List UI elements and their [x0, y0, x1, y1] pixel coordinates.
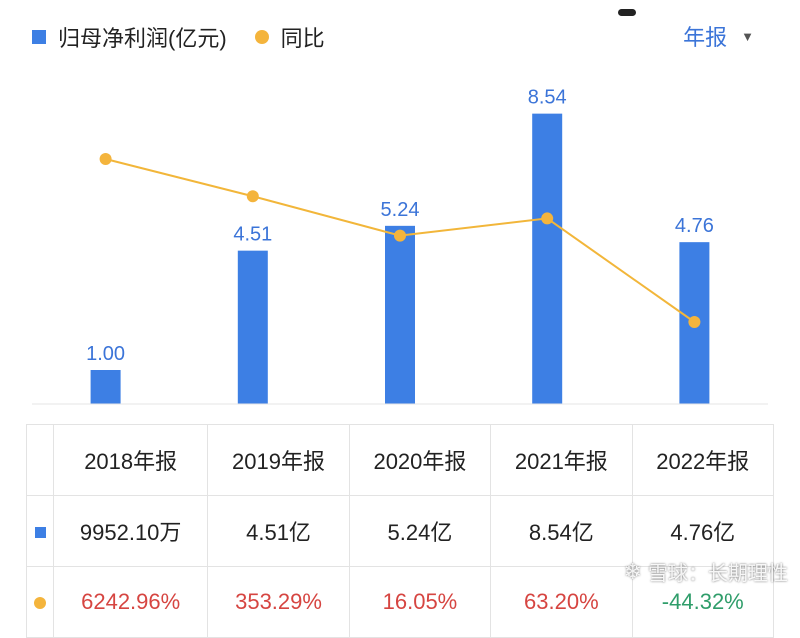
chart-header: 归母净利润(亿元) 同比 年报 ▼: [0, 0, 800, 70]
table-cell: 353.29%: [207, 566, 350, 638]
table-header-row: 2018年报 2019年报 2020年报 2021年报 2022年报: [26, 424, 775, 496]
snowball-icon: ❄: [623, 558, 642, 584]
status-notch: [618, 9, 636, 16]
bar-legend-swatch: [32, 30, 46, 44]
yoy-point-2019年报: [246, 190, 259, 203]
bar-value-label: 5.24: [381, 199, 420, 221]
table-cell: 5.24亿: [348, 495, 492, 567]
table-cell: 16.05%: [348, 566, 492, 638]
table-header-cell: 2020年报: [348, 424, 492, 496]
bar-2021年报: [532, 113, 563, 404]
chevron-down-icon: ▼: [741, 28, 754, 44]
bar-2018年报: [90, 370, 121, 404]
table-header-cell: 2019年报: [207, 424, 350, 496]
yoy-point-2020年报: [394, 229, 406, 242]
table-cell: 4.76亿: [631, 495, 775, 567]
chart-plot: 1.00 4.51 5.24 8.54 4.76: [32, 87, 768, 405]
line-legend-swatch: [254, 30, 269, 44]
watermark: ❄ 雪球：长期理性: [624, 557, 788, 586]
table-cell: 63.20%: [490, 566, 633, 638]
yoy-point-2022年报: [688, 316, 701, 328]
bar-2019年报: [237, 250, 268, 404]
bar-value-label: 1.00: [86, 343, 125, 365]
period-selector-label: 年报: [683, 25, 728, 50]
yoy-point-2021年报: [541, 212, 554, 225]
yoy-point-2018年报: [99, 153, 112, 165]
bar-value-label: 8.54: [528, 87, 567, 109]
table-cell: 9952.10万: [52, 495, 209, 567]
table-cell: 6242.96%: [52, 566, 209, 638]
table-header-cell: 2018年报: [52, 424, 209, 496]
bar-series: [90, 113, 710, 404]
line-legend-label: 同比: [280, 26, 325, 51]
bar-square-icon: [34, 527, 46, 538]
yoy-points: [99, 153, 701, 328]
bar-labels: 1.00 4.51 5.24 8.54 4.76: [86, 87, 714, 365]
watermark-text: 雪球：长期理性: [648, 563, 788, 585]
row-bar-swatch: [26, 495, 54, 567]
data-table: 2018年报 2019年报 2020年报 2021年报 2022年报 9952.…: [26, 424, 775, 638]
row-line-swatch: [26, 566, 54, 638]
bar-value-label: 4.51: [233, 224, 272, 246]
bar-legend-label: 归母净利润(亿元): [58, 26, 227, 51]
bar-value-label: 4.76: [675, 215, 714, 237]
table-cell: 8.54亿: [490, 495, 633, 567]
table-header-cell: 2021年报: [490, 424, 633, 496]
chart-legend: 归母净利润(亿元) 同比: [32, 21, 325, 53]
period-selector[interactable]: 年报 ▼: [683, 20, 754, 52]
table-corner: [26, 424, 54, 496]
line-dot-icon: [34, 597, 46, 609]
bar-2020年报: [385, 225, 415, 404]
table-cell: 4.51亿: [207, 495, 350, 567]
table-row: 9952.10万 4.51亿 5.24亿 8.54亿 4.76亿: [26, 495, 775, 567]
table-header-cell: 2022年报: [631, 424, 775, 496]
